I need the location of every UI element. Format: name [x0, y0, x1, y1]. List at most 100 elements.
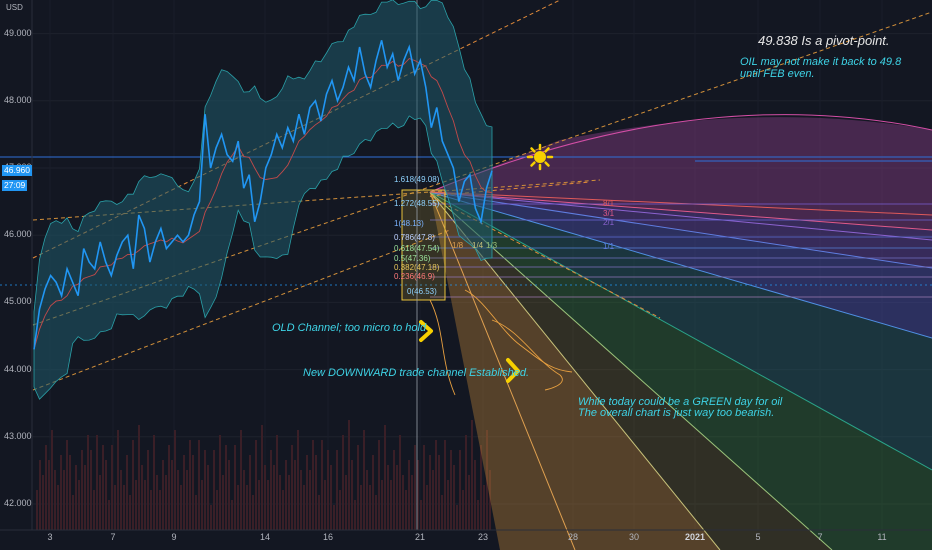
volume-bar: [96, 435, 98, 530]
volume-bar: [477, 500, 479, 530]
x-tick-label: 28: [567, 532, 579, 542]
volume-bar: [441, 495, 443, 530]
pivot-title: 49.838 Is a pivot-point.: [758, 33, 890, 48]
volume-bar: [240, 430, 242, 530]
fib-level-label: 0.786(47.8): [394, 233, 435, 242]
fib-level-label: 1.272(48.55): [394, 199, 440, 208]
volume-bar: [162, 460, 164, 530]
volume-bar: [327, 450, 329, 530]
volume-bar: [237, 485, 239, 530]
volume-bar: [147, 450, 149, 530]
volume-bar: [264, 465, 266, 530]
volume-bar: [144, 480, 146, 530]
pivot-arc: [429, 114, 932, 193]
volume-bar: [330, 465, 332, 530]
volume-bar: [204, 450, 206, 530]
volume-bar: [423, 445, 425, 530]
x-tick-label: 2021: [684, 532, 706, 542]
fan-level-label: 2/1: [603, 218, 615, 227]
sun-icon: [526, 143, 554, 171]
currency-label: USD: [6, 3, 23, 12]
volume-bar: [444, 440, 446, 530]
volume-bar: [315, 455, 317, 530]
y-tick-label: 43.000: [4, 430, 32, 441]
fib-level-label: 0.382(47.18): [394, 263, 440, 272]
projection-paths: [429, 289, 573, 396]
volume-bar: [279, 475, 281, 530]
x-tick-label: 30: [628, 532, 640, 542]
volume-bar: [309, 470, 311, 530]
price-tag: 46.960: [2, 164, 32, 176]
volume-bar: [72, 495, 74, 530]
volume-bar: [186, 470, 188, 530]
volume-bar: [48, 460, 50, 530]
fan-level-label: 8/1: [603, 199, 615, 208]
volume-bar: [183, 455, 185, 530]
volume-bar: [135, 480, 137, 530]
volume-bar: [297, 430, 299, 530]
volume-bar: [372, 455, 374, 530]
volume-bar: [168, 445, 170, 530]
x-tick-label: 7: [817, 532, 823, 542]
volume-bar: [234, 445, 236, 530]
volume-bar: [255, 440, 257, 530]
volume-bar: [420, 500, 422, 530]
volume-bar: [357, 445, 359, 530]
volume-bar: [273, 465, 275, 530]
volume-bar: [132, 440, 134, 530]
volume-bar: [345, 475, 347, 530]
fib-fan-zones: [429, 114, 932, 550]
y-tick-label: 49.000: [4, 27, 32, 38]
volume-bar: [471, 420, 473, 530]
volume-bar: [312, 440, 314, 530]
y-tick-label: 44.000: [4, 363, 32, 374]
volume-bar: [366, 470, 368, 530]
volume-bar: [243, 470, 245, 530]
volume-bar: [414, 445, 416, 530]
volume-bar: [363, 430, 365, 530]
pivot-subtitle-2: until FEB even.: [740, 68, 815, 80]
volume-bar: [75, 465, 77, 530]
x-tick-label: 14: [259, 532, 271, 542]
volume-bar: [267, 480, 269, 530]
volume-bar: [93, 490, 95, 530]
volume-bar: [156, 475, 158, 530]
fan-level-label: 1/1: [603, 242, 615, 251]
volume-bar: [396, 465, 398, 530]
volume-bar: [66, 440, 68, 530]
volume-bar: [51, 430, 53, 530]
volume-bar: [384, 425, 386, 530]
volume-bar: [177, 470, 179, 530]
volume-bar: [474, 460, 476, 530]
volume-bar: [42, 475, 44, 530]
fan-level-label: 1/8: [452, 241, 464, 250]
volume-bar: [120, 470, 122, 530]
volume-bar: [447, 480, 449, 530]
volume-bar: [456, 505, 458, 530]
x-tick-label: 21: [414, 532, 426, 542]
volume-bar: [54, 470, 56, 530]
volume-bar: [333, 505, 335, 530]
fib-level-label: 1.618(49.08): [394, 175, 440, 184]
volume-bar: [351, 460, 353, 530]
bollinger-middle: [33, 58, 493, 350]
volume-bar: [171, 460, 173, 530]
fib-level-label: 0.5(47.36): [394, 254, 431, 263]
volume-bar: [153, 435, 155, 530]
volume-bar: [102, 445, 104, 530]
volume-bar: [291, 445, 293, 530]
volume-bar: [150, 490, 152, 530]
x-tick-label: 7: [110, 532, 116, 542]
volume-bar: [189, 440, 191, 530]
green-day-note-2: The overall chart is just way too bearis…: [578, 407, 775, 419]
volume-bar: [261, 425, 263, 530]
volume-bar: [438, 455, 440, 530]
volume-bar: [459, 450, 461, 530]
volume-bar: [123, 485, 125, 530]
fib-level-label: 0.236(46.9): [394, 272, 435, 281]
bollinger-band: [33, 0, 493, 400]
fan-level-label: 1/4: [472, 241, 484, 250]
x-tick-label: 16: [322, 532, 334, 542]
x-tick-label: 9: [171, 532, 177, 542]
